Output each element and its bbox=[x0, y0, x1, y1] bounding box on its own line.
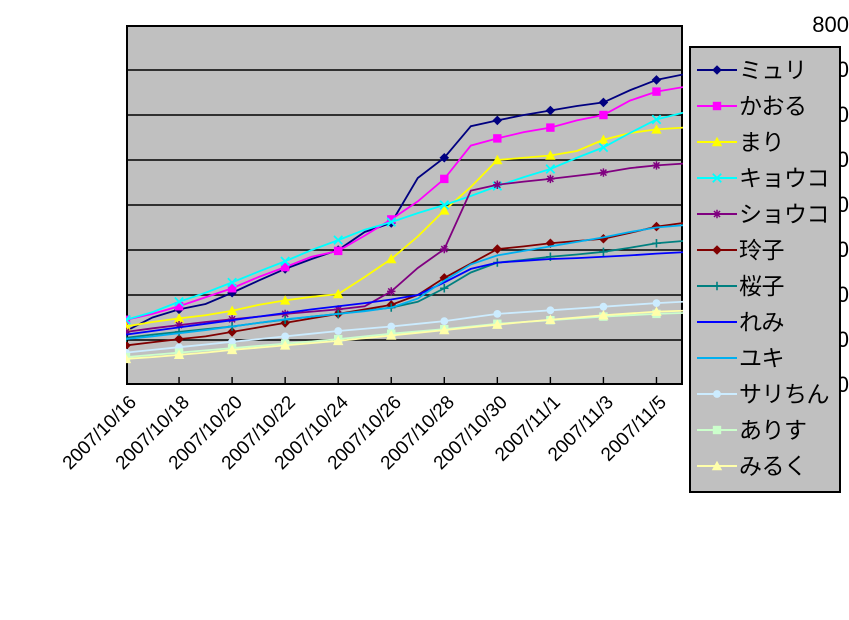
legend-swatch bbox=[695, 132, 739, 152]
legend-label: かおる bbox=[739, 92, 807, 119]
legend-swatch bbox=[695, 240, 739, 260]
x-tick-label: 2007/10/16 bbox=[58, 392, 141, 475]
series-9 bbox=[126, 299, 683, 357]
series-11 bbox=[126, 306, 683, 364]
x-tick-label: 2007/10/18 bbox=[111, 392, 194, 475]
legend-item[interactable]: ミュリ bbox=[695, 52, 839, 88]
legend: ミュリかおるまりキョウコショウコ玲子桜子れみユキサリちんありすみるく bbox=[689, 46, 841, 493]
legend-marker-triangle-icon bbox=[711, 460, 723, 471]
legend-swatch bbox=[695, 420, 739, 440]
legend-swatch bbox=[695, 204, 739, 224]
legend-swatch bbox=[695, 168, 739, 188]
legend-label: まり bbox=[739, 128, 785, 155]
x-tick-label: 2007/11/3 bbox=[544, 392, 619, 466]
legend-marker-diamond-icon bbox=[712, 245, 722, 255]
legend-swatch bbox=[695, 384, 739, 404]
legend-marker-asterisk-icon bbox=[712, 209, 722, 219]
series-7 bbox=[126, 251, 683, 336]
legend-label: ミュリ bbox=[739, 56, 807, 83]
legend-marker-x-icon bbox=[712, 173, 722, 183]
legend-swatch bbox=[695, 312, 739, 332]
series-8 bbox=[126, 224, 683, 340]
x-tick-label: 2007/11/5 bbox=[597, 392, 672, 466]
legend-label: 桜子 bbox=[739, 272, 785, 299]
series-5 bbox=[126, 221, 683, 351]
x-tick-label: 2007/10/30 bbox=[430, 392, 513, 475]
x-tick-label: 2007/10/28 bbox=[377, 392, 460, 475]
legend-label: キョウコ bbox=[739, 164, 830, 191]
series-1 bbox=[126, 86, 683, 324]
gridlines bbox=[126, 69, 683, 385]
legend-marker-circle-icon bbox=[713, 390, 721, 398]
legend-label: サリちん bbox=[739, 380, 830, 407]
x-tick-label: 2007/10/20 bbox=[164, 392, 247, 475]
legend-item[interactable]: ありす bbox=[695, 412, 839, 448]
legend-item[interactable]: かおる bbox=[695, 88, 839, 124]
legend-item[interactable]: みるく bbox=[695, 448, 839, 484]
x-tick-label: 2007/10/26 bbox=[323, 392, 407, 475]
legend-item[interactable]: キョウコ bbox=[695, 160, 839, 196]
legend-item[interactable]: ユキ bbox=[695, 340, 839, 376]
legend-item[interactable]: まり bbox=[695, 124, 839, 160]
legend-marker-triangle-icon bbox=[711, 136, 723, 147]
legend-item[interactable]: ショウコ bbox=[695, 196, 839, 232]
x-tick-label: 2007/10/22 bbox=[217, 392, 301, 475]
legend-label: 玲子 bbox=[739, 236, 785, 263]
legend-swatch bbox=[695, 60, 739, 80]
x-tick-label: 2007/11/1 bbox=[491, 392, 566, 466]
y-tick-label: 800 bbox=[812, 12, 849, 37]
legend-swatch bbox=[695, 96, 739, 116]
legend-label: ありす bbox=[739, 416, 807, 443]
series-lines bbox=[126, 73, 683, 364]
legend-label: れみ bbox=[739, 308, 785, 335]
legend-swatch bbox=[695, 456, 739, 476]
series-2 bbox=[126, 124, 683, 331]
series-3 bbox=[126, 111, 683, 325]
legend-marker-diamond-icon bbox=[712, 65, 722, 75]
legend-item[interactable]: 玲子 bbox=[695, 232, 839, 268]
legend-label: ユキ bbox=[739, 344, 785, 371]
legend-swatch bbox=[695, 276, 739, 296]
legend-item[interactable]: れみ bbox=[695, 304, 839, 340]
legend-marker-square-icon bbox=[712, 425, 722, 435]
legend-swatch bbox=[695, 348, 739, 368]
x-tick-label: 2007/10/24 bbox=[270, 392, 354, 475]
legend-marker-square-icon bbox=[712, 101, 722, 111]
legend-label: みるく bbox=[739, 452, 807, 479]
plot-area bbox=[126, 25, 683, 385]
chart-root: 800 700 600 500 400 300 200 100 0 2007/1… bbox=[59, 12, 849, 493]
legend-marker-plus-icon bbox=[712, 281, 722, 291]
legend-item[interactable]: 桜子 bbox=[695, 268, 839, 304]
legend-label: ショウコ bbox=[739, 200, 830, 227]
legend-item[interactable]: サリちん bbox=[695, 376, 839, 412]
